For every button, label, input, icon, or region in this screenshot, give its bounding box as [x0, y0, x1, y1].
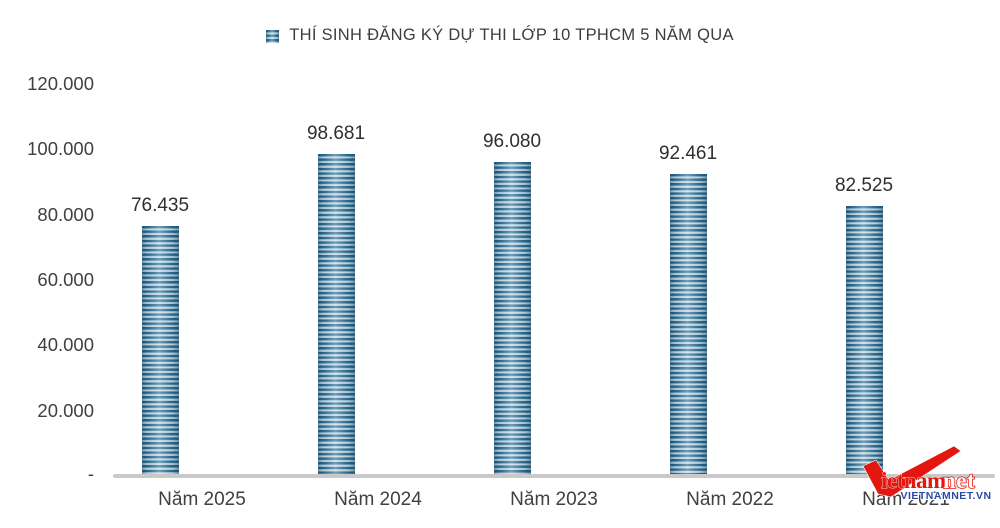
- x-tick-label: Năm 2022: [686, 489, 774, 510]
- y-tick-label: 80.000: [37, 203, 94, 225]
- bar-value-label: 92.461: [658, 142, 718, 164]
- bar: [845, 206, 883, 476]
- chart-legend: THÍ SINH ĐĂNG KÝ DỰ THI LỚP 10 TPHCM 5 N…: [0, 26, 1000, 45]
- y-tick-label: 40.000: [37, 334, 94, 356]
- x-tick-label: Năm 2025: [158, 489, 246, 510]
- chart-title: THÍ SINH ĐĂNG KÝ DỰ THI LỚP 10 TPHCM 5 N…: [289, 26, 734, 44]
- y-tick-label: 20.000: [37, 399, 94, 421]
- y-tick-label: 100.000: [27, 138, 94, 160]
- y-tick-label: 120.000: [27, 73, 94, 94]
- logo-text-domain: VIETNAMNET.VN: [900, 490, 991, 502]
- bar-value-label: 82.525: [834, 175, 894, 197]
- bar: [141, 226, 179, 476]
- logo-text-main: ietnam: [881, 468, 946, 493]
- vietnamnet-watermark-logo: ietnam net VIETNAMNET.VN: [862, 445, 992, 503]
- bar: [317, 153, 355, 476]
- x-axis-line: [113, 474, 995, 478]
- bar-value-label: 98.681: [306, 122, 366, 144]
- x-tick-label: Năm 2023: [510, 489, 598, 510]
- logo-text-net: net: [943, 468, 975, 493]
- legend-series-marker-icon: [266, 29, 280, 43]
- logo-v-checkmark-icon: [862, 445, 962, 498]
- bar: [669, 173, 707, 476]
- bar-value-label: 96.080: [482, 131, 542, 153]
- x-tick-label: Năm 2024: [334, 489, 422, 510]
- bar-value-label: 76.435: [130, 195, 190, 217]
- y-tick-label: 60.000: [37, 269, 94, 290]
- y-tick-label: -: [87, 463, 94, 484]
- bar: [493, 162, 531, 476]
